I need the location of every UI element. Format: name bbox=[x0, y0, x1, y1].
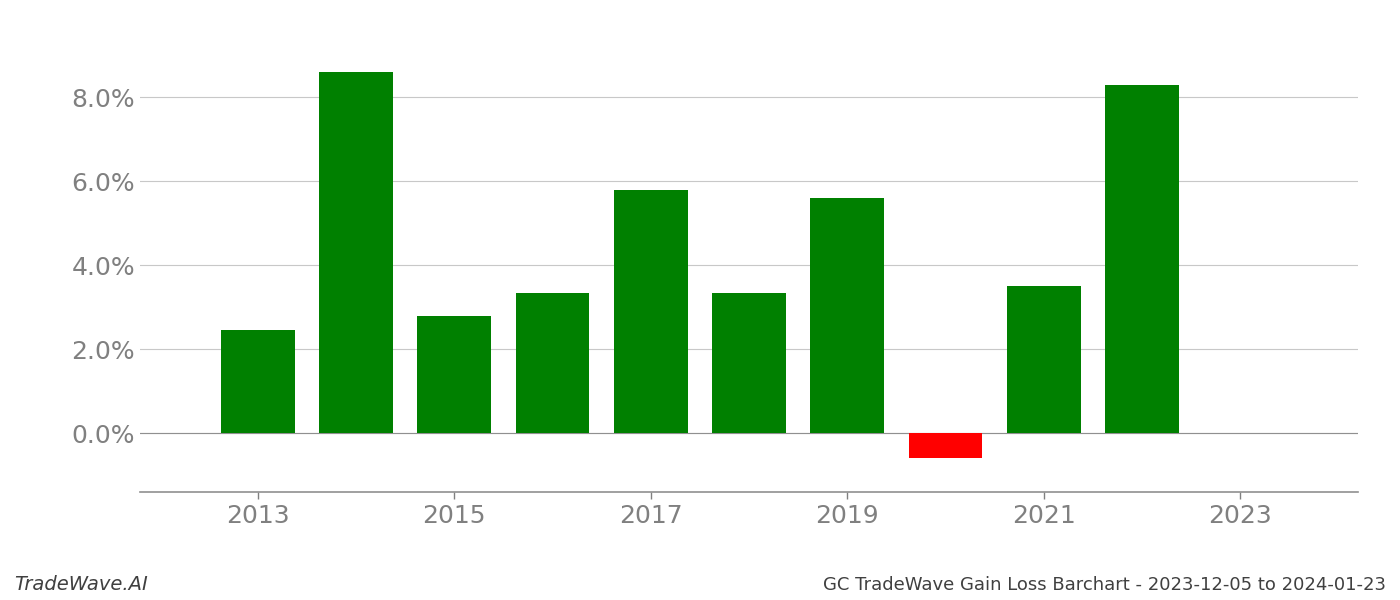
Bar bbox=[417, 316, 491, 433]
Bar bbox=[811, 198, 883, 433]
Bar bbox=[909, 433, 983, 458]
Bar bbox=[713, 292, 785, 433]
Bar bbox=[615, 190, 687, 433]
Bar bbox=[319, 72, 393, 433]
Bar bbox=[1007, 286, 1081, 433]
Bar bbox=[221, 330, 295, 433]
Bar bbox=[515, 292, 589, 433]
Bar bbox=[1105, 85, 1179, 433]
Text: GC TradeWave Gain Loss Barchart - 2023-12-05 to 2024-01-23: GC TradeWave Gain Loss Barchart - 2023-1… bbox=[823, 576, 1386, 594]
Text: TradeWave.AI: TradeWave.AI bbox=[14, 575, 148, 594]
